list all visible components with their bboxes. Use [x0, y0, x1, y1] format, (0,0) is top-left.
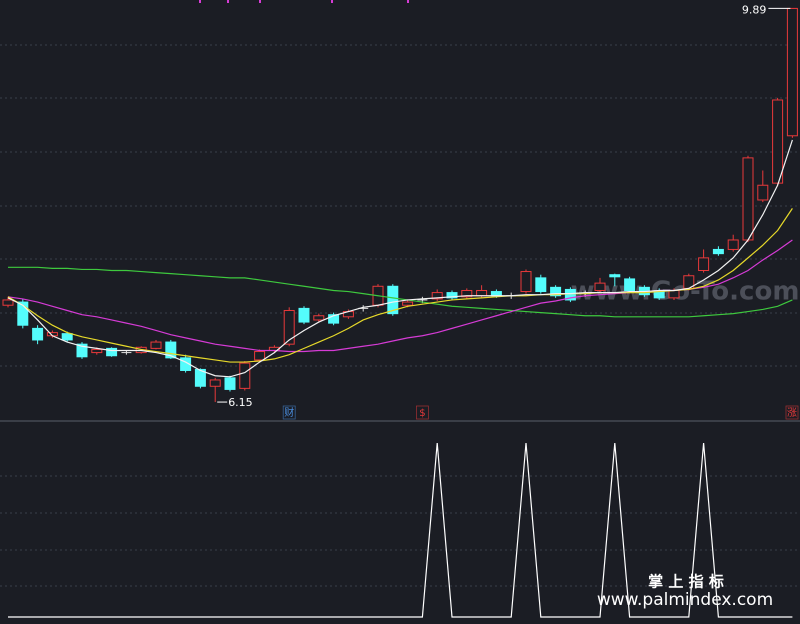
candle-body: [550, 286, 562, 297]
candle-body: [446, 292, 458, 299]
candle-body: [91, 348, 103, 354]
candle-body: [32, 327, 44, 341]
moving-average: [7, 139, 793, 378]
min-label: 6.15: [228, 396, 253, 409]
candle-body: [283, 309, 295, 345]
candle-body: [698, 257, 710, 271]
candle-body: [712, 248, 724, 255]
candle-body: [624, 278, 636, 291]
candle-body: [328, 314, 340, 324]
candle-body: [106, 347, 118, 357]
candle-body: [520, 271, 532, 293]
candle-body: [535, 277, 547, 293]
candle-body: [17, 301, 29, 326]
event-marker: $: [419, 408, 425, 419]
candle-body: [239, 362, 251, 389]
candle-body: [180, 357, 192, 371]
candle-body: [2, 299, 14, 306]
candle-body: [194, 368, 206, 387]
max-label: 9.89: [742, 3, 767, 16]
candle-body: [387, 285, 399, 315]
candle-body: [402, 301, 414, 306]
candle-body: [668, 289, 680, 299]
event-marker: 涨: [787, 407, 797, 419]
footer-url: www.palmindex.com: [597, 590, 773, 610]
candle-body: [609, 274, 621, 278]
candle-body: [431, 292, 443, 300]
candle-body: [772, 99, 784, 184]
candle-body: [564, 288, 576, 301]
candle-body: [76, 343, 88, 358]
event-marker: 财: [284, 406, 294, 419]
footer-title: 掌 上 指 标: [648, 573, 724, 591]
candle-body: [313, 315, 325, 321]
candle-body: [209, 379, 221, 387]
event-box: [415, 405, 429, 420]
candle-body: [165, 341, 177, 359]
event-box: [282, 405, 296, 420]
moving-average: [8, 266, 793, 318]
top-markers: [199, 0, 409, 3]
candle-body: [742, 157, 754, 241]
moving-average: [7, 208, 793, 363]
indicator-line: [8, 442, 793, 618]
candle-body: [150, 341, 162, 349]
candle-body: [61, 333, 73, 341]
grid: [0, 44, 800, 587]
event-box: [785, 405, 799, 420]
candle-body: [490, 291, 502, 297]
candle-body: [476, 289, 488, 297]
candle-body: [224, 377, 236, 390]
candle-body: [298, 307, 310, 323]
candle-body: [757, 184, 769, 201]
candle-body: [786, 7, 798, 137]
candle-body: [461, 289, 473, 298]
candle-body: [594, 282, 606, 291]
candle-body: [254, 351, 266, 361]
candle-body: [727, 239, 739, 250]
